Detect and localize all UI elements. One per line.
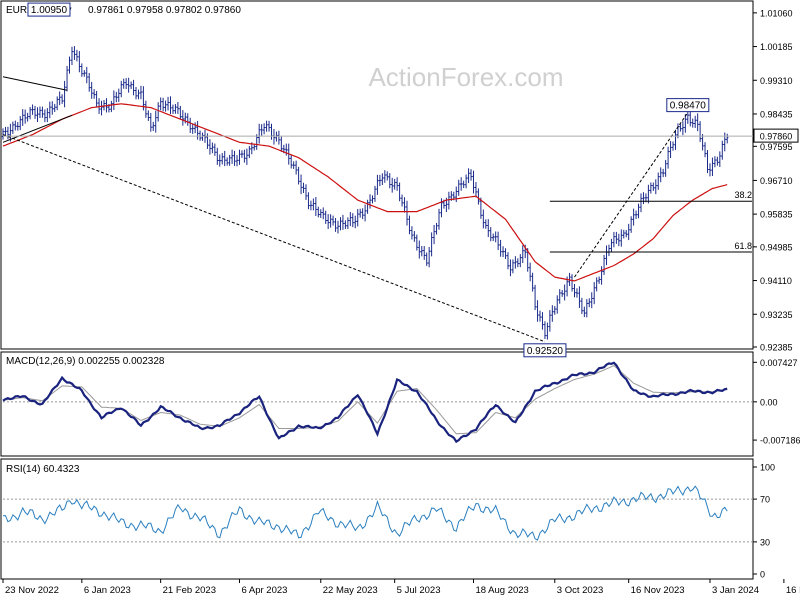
price-tick-label: 0.94110 bbox=[760, 276, 792, 286]
swing-high-annotation-label: 0.98470 bbox=[670, 101, 707, 112]
price-tick-label: 0.97595 bbox=[760, 142, 793, 152]
rsi-tick-label: 0 bbox=[760, 570, 765, 580]
price-tick-label: 0.98435 bbox=[760, 109, 793, 119]
dashed-trendline bbox=[2, 134, 546, 343]
price-tick-label: 0.92385 bbox=[760, 343, 793, 353]
last-price-tag-label: 0.97860 bbox=[760, 132, 793, 142]
date-tick-label: 3 Oct 2023 bbox=[557, 585, 603, 596]
rsi-panel-title: RSI(14) 60.4323 bbox=[6, 464, 80, 475]
price-tick-label: 1.01060 bbox=[760, 8, 793, 18]
price-tick-label: 0.96710 bbox=[760, 176, 793, 186]
date-tick-label: 5 Jul 2023 bbox=[397, 585, 441, 596]
date-tick-label: 16 Feb 2024 bbox=[786, 585, 800, 596]
date-tick-label: 6 Jan 2023 bbox=[84, 585, 131, 596]
rsi-panel-frame bbox=[0, 458, 754, 580]
price-tick-label: 0.93235 bbox=[760, 310, 793, 320]
macd-tick-label: 0.007427 bbox=[760, 358, 798, 368]
price-tick-label: 0.99310 bbox=[760, 76, 793, 86]
date-tick-label: 23 Nov 2022 bbox=[5, 585, 59, 596]
swing-high-annotation-box bbox=[666, 98, 710, 113]
price-layer: 38.2 61.8 1.00950 0.92520 0.98470 bbox=[1, 2, 753, 358]
macd-tick-label: 0.00 bbox=[760, 397, 778, 407]
macd-panel-title: MACD(12,26,9) 0.002255 0.002328 bbox=[6, 356, 165, 367]
date-tick-label: 18 Aug 2023 bbox=[475, 585, 528, 596]
rsi-tick-label: 30 bbox=[760, 537, 770, 547]
dashed-rally-line bbox=[574, 112, 689, 278]
macd-line bbox=[2, 361, 728, 444]
low-annotation-label: 0.92520 bbox=[527, 346, 564, 357]
channel-upper-line bbox=[2, 76, 68, 91]
price-tick-label: 0.94985 bbox=[760, 242, 793, 252]
date-tick-label: 6 Apr 2023 bbox=[241, 585, 287, 596]
channel-lower-line bbox=[2, 114, 73, 143]
price-tick-label: 1.00185 bbox=[760, 42, 793, 52]
date-tick-label: 16 Nov 2023 bbox=[631, 585, 685, 596]
date-tick-label: 21 Feb 2023 bbox=[163, 585, 216, 596]
x-axis-layer: 23 Nov 2022 6 Jan 2023 21 Feb 2023 6 Apr 20… bbox=[2, 579, 800, 596]
low-annotation-box bbox=[523, 343, 567, 358]
fib-level-label: 61.8 bbox=[734, 241, 752, 251]
fib-level-label: 38.2 bbox=[734, 190, 752, 200]
macd-layer bbox=[2, 361, 753, 444]
axis-layer: 1.01060 1.00185 0.99310 0.98435 0.97595 0.967… bbox=[753, 8, 800, 580]
ohlc-readout: 0.97861 0.97958 0.97802 0.97860 bbox=[88, 5, 241, 16]
rsi-tick-label: 70 bbox=[760, 495, 770, 505]
high-annotation-label: 1.00950 bbox=[31, 5, 68, 16]
price-tick-label: 0.95835 bbox=[760, 210, 793, 220]
macd-panel-frame bbox=[0, 351, 754, 457]
moving-average-line bbox=[2, 103, 728, 282]
date-tick-label: 3 Jan 2024 bbox=[712, 585, 759, 596]
date-tick-label: 22 May 2023 bbox=[323, 585, 378, 596]
rsi-line bbox=[2, 485, 728, 541]
last-price-tag bbox=[753, 128, 799, 143]
watermark: ActionForex.com bbox=[368, 62, 563, 92]
high-annotation-box bbox=[27, 2, 71, 17]
macd-tick-label: -0.007186 bbox=[760, 436, 800, 446]
rsi-tick-label: 100 bbox=[760, 463, 775, 473]
rsi-layer bbox=[2, 485, 753, 543]
